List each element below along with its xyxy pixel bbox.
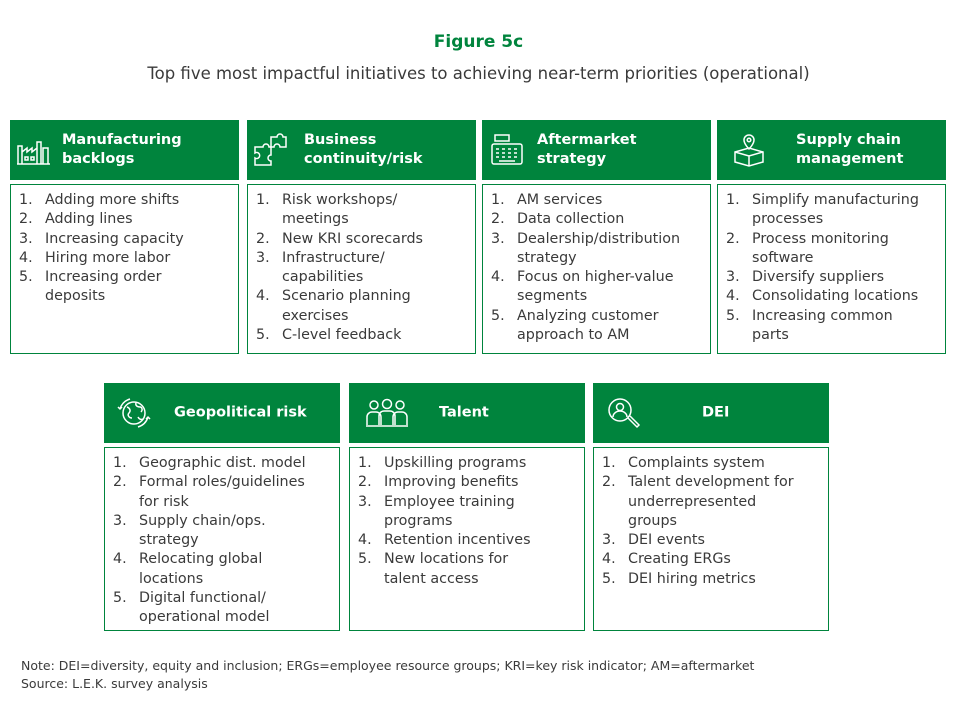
list-item: 2. Formal roles/guidelines for risk [113,474,305,510]
card-manufacturing-backlogs: Manufacturing backlogs 1. Adding more shi… [10,120,239,354]
list-item: 4. Consolidating locations [726,288,919,305]
card-title: Business continuity/risk [304,132,423,167]
list-item: 3. Increasing capacity [19,230,184,247]
list-item: 5. Increasing order deposits [19,269,162,305]
magnifier-person-icon [608,398,641,429]
list-item: 4. Relocating global locations [113,551,263,587]
card-aftermarket-strategy: Aftermarket strategy 1. AM services 2. Dat… [482,120,711,354]
card-list: 1. Complaints system 2. Talent development… [593,447,829,631]
list-item: 2. Adding lines [19,211,133,228]
card-list: 1. Risk workshops/meetings 2. New KRI scor… [247,184,476,354]
list-item: 4. Focus on higher-value segments [491,269,674,305]
list-item: 5. C-level feedback [256,327,402,344]
card-dei: DEI 1. Complaints system 2. Talent develop… [593,383,829,631]
card-list: 1. Upskilling programs 2. Improving benefi… [349,447,585,631]
people-group-icon [366,398,408,427]
list-item: 1. Adding more shifts [19,192,180,208]
list-item: 2. Talent development for underrepresented… [602,474,794,529]
cash-register-icon [491,134,523,165]
card-talent: Talent 1. Upskilling programs 2. Improving… [349,383,585,631]
note-text: Note: DEI=diversity, equity and inclusio… [21,658,755,673]
list-item: 5. Increasing common parts [726,307,893,344]
card-geopolitical-risk: Geopolitical risk 1. Geographic dist. mod… [104,383,340,631]
card-business-continuity: Business continuity/risk 1. Risk workshop… [247,120,476,354]
list-item: 2. Data collection [491,211,625,228]
card-header: DEI [593,383,829,443]
card-title: Supply chain management [796,132,904,167]
card-list: 1. Adding more shifts 2. Adding lines 3. In… [10,184,239,354]
list-item: 1. Complaints system [602,455,765,471]
list-item: 1. Risk workshops/meetings [256,192,398,228]
card-list: 1. Geographic dist. model 2. Formal roles/… [104,447,340,631]
card-header: Business continuity/risk [247,120,476,180]
list-item: 2. Improving benefits [358,474,519,491]
figure-subtitle: Top five most impactful initiatives to a… [147,64,810,83]
card-header: Talent [349,383,585,443]
list-item: 3. Supply chain/ops. strategy [113,512,266,549]
factory-icon [17,141,50,165]
list-item: 2. Process monitoring software [726,230,889,266]
card-title: Manufacturing backlogs [62,132,182,167]
list-item: 1. Simplify manufacturing processes [726,192,919,228]
list-item: 2. New KRI scorecards [256,230,423,247]
card-header: Manufacturing backlogs [10,120,239,180]
card-supply-chain: Supply chain management 1. Simplify manuf… [717,120,946,354]
list-item: 1. Geographic dist. model [113,455,306,471]
list-item: 4. Retention incentives [358,532,531,549]
card-list: 1. AM services 2. Data collection 3. Dealer… [482,184,711,354]
card-header: Supply chain management [717,120,946,180]
list-item: 5. Analyzing customer approach to AM [491,307,659,344]
list-item: 3. Employee training programs [358,493,515,529]
list-item: 3. Dealership/distribution strategy [491,230,681,266]
list-item: 4. Scenario planning exercises [256,288,411,324]
source-text: Source: L.E.K. survey analysis [21,676,208,691]
list-item: 3. DEI events [602,532,705,549]
card-title: Aftermarket strategy [537,132,637,167]
globe-arrows-icon [117,398,151,428]
footnote: Note: DEI=diversity, equity and inclusio… [21,657,754,693]
card-title: DEI [702,404,730,421]
list-item: 5. New locations for talent access [358,551,509,587]
list-item: 4. Hiring more labor [19,249,171,266]
list-item: 5. DEI hiring metrics [602,570,756,587]
list-item: 5. Digital functional/operational model [113,590,270,626]
card-title: Geopolitical risk [174,404,307,421]
list-item: 4. Creating ERGs [602,551,731,568]
list-item: 3. Diversify suppliers [726,269,885,286]
card-header: Aftermarket strategy [482,120,711,180]
puzzle-icon [254,133,287,166]
figure-title: Figure 5c [433,32,524,52]
list-item: 1. AM services [491,192,603,208]
card-list: 1. Simplify manufacturing processes 2. Proc… [717,184,946,354]
card-header: Geopolitical risk [104,383,340,443]
list-item: 1. Upskilling programs [358,455,527,471]
package-location-icon [734,134,764,167]
card-title: Talent [439,404,489,421]
list-item: 3. Infrastructure/capabilities [256,249,385,286]
